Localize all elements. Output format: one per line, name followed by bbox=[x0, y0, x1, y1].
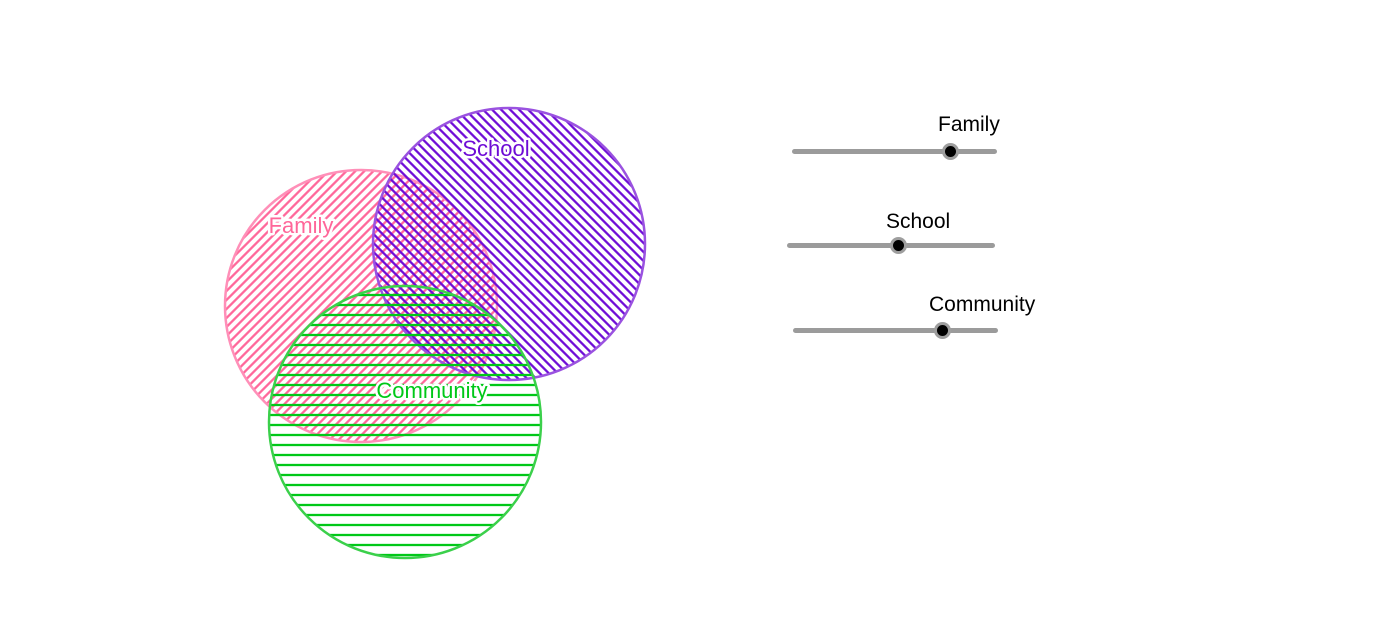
school-slider-label: School bbox=[886, 210, 951, 233]
family-slider-handle[interactable] bbox=[941, 142, 959, 160]
family-slider-track[interactable] bbox=[792, 148, 997, 154]
school-slider-handle[interactable] bbox=[889, 236, 907, 254]
school-circle-label: School bbox=[462, 136, 529, 161]
community-slider-label: Community bbox=[929, 293, 1036, 316]
family-slider-label: Family bbox=[938, 113, 1000, 136]
community-slider-handle[interactable] bbox=[933, 321, 951, 339]
community-slider-track[interactable] bbox=[793, 327, 998, 333]
family-circle-label: Family bbox=[269, 213, 334, 238]
community-circle[interactable] bbox=[267, 284, 543, 560]
community-circle-label: Community bbox=[376, 378, 487, 403]
